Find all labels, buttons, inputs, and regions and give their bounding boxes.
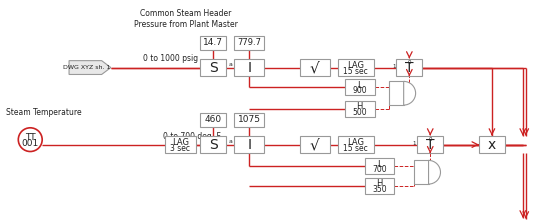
Text: S: S bbox=[209, 138, 218, 152]
Text: L: L bbox=[357, 81, 362, 90]
Text: I: I bbox=[247, 138, 251, 152]
Text: S: S bbox=[209, 60, 218, 75]
Text: H: H bbox=[356, 102, 363, 111]
Bar bbox=[345, 101, 374, 117]
Bar bbox=[201, 36, 226, 50]
Text: 1: 1 bbox=[392, 64, 395, 69]
Bar bbox=[389, 81, 404, 105]
Text: 001: 001 bbox=[22, 139, 39, 148]
Text: 700: 700 bbox=[372, 165, 387, 174]
Bar bbox=[365, 158, 394, 174]
Text: 779.7: 779.7 bbox=[237, 38, 261, 47]
Text: H: H bbox=[377, 179, 383, 188]
Text: x: x bbox=[488, 138, 496, 152]
Text: 15 sec: 15 sec bbox=[343, 67, 368, 76]
Text: 14.7: 14.7 bbox=[203, 38, 223, 47]
Bar bbox=[300, 136, 330, 153]
Text: 1075: 1075 bbox=[238, 115, 261, 124]
Bar bbox=[365, 178, 394, 194]
Polygon shape bbox=[69, 61, 111, 74]
Text: 0 to 700 deg. F: 0 to 700 deg. F bbox=[164, 132, 221, 141]
Text: a: a bbox=[228, 62, 232, 67]
Text: 3 sec: 3 sec bbox=[170, 144, 190, 153]
Text: 15 sec: 15 sec bbox=[343, 144, 368, 153]
Text: 500: 500 bbox=[352, 108, 367, 117]
Text: 900: 900 bbox=[352, 86, 367, 95]
Text: √: √ bbox=[310, 137, 320, 152]
Text: Common Steam Header
Pressure from Plant Master: Common Steam Header Pressure from Plant … bbox=[134, 9, 237, 29]
Bar bbox=[201, 136, 226, 153]
Text: 0: 0 bbox=[428, 137, 432, 142]
Text: LAG: LAG bbox=[347, 60, 364, 70]
Text: 0: 0 bbox=[408, 60, 411, 65]
Bar bbox=[300, 59, 330, 76]
Wedge shape bbox=[428, 160, 441, 184]
Text: √: √ bbox=[310, 60, 320, 75]
Text: I: I bbox=[247, 60, 251, 75]
Text: Steam Temperature: Steam Temperature bbox=[6, 108, 82, 116]
Bar bbox=[234, 136, 264, 153]
Text: LAG: LAG bbox=[172, 138, 189, 146]
Text: 460: 460 bbox=[205, 115, 222, 124]
Bar bbox=[234, 59, 264, 76]
Bar bbox=[345, 80, 374, 95]
Text: DWG XYZ sh. 1: DWG XYZ sh. 1 bbox=[63, 65, 110, 70]
Text: TT: TT bbox=[25, 133, 36, 142]
Text: L: L bbox=[377, 160, 382, 169]
Circle shape bbox=[18, 128, 42, 151]
Bar bbox=[164, 136, 197, 153]
Wedge shape bbox=[404, 81, 416, 105]
Bar bbox=[234, 113, 264, 127]
Bar bbox=[479, 136, 505, 153]
Bar bbox=[338, 59, 374, 76]
Bar bbox=[417, 136, 443, 153]
Text: 0 to 1000 psig: 0 to 1000 psig bbox=[143, 54, 198, 63]
Bar bbox=[234, 36, 264, 50]
Text: a: a bbox=[228, 139, 232, 144]
Bar bbox=[201, 59, 226, 76]
Text: LAG: LAG bbox=[347, 138, 364, 146]
Text: 350: 350 bbox=[372, 185, 387, 194]
Text: T: T bbox=[426, 138, 434, 152]
Bar bbox=[414, 160, 428, 184]
Bar bbox=[201, 113, 226, 127]
Text: T: T bbox=[405, 60, 414, 75]
Bar bbox=[397, 59, 422, 76]
Bar bbox=[338, 136, 374, 153]
Text: 1: 1 bbox=[413, 141, 416, 146]
